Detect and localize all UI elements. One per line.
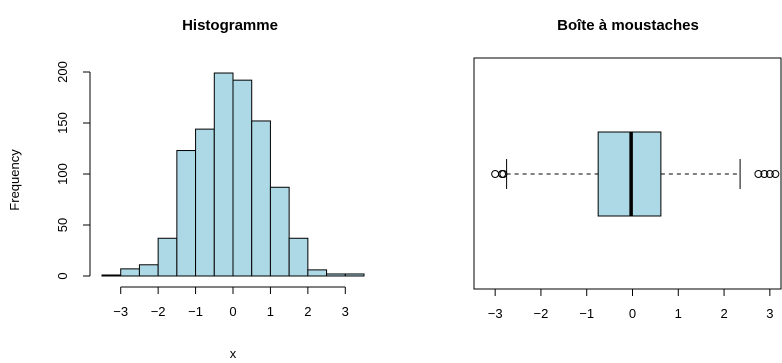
histogram-bar-6	[213, 72, 234, 277]
boxplot-x-axis: −3 −2 −1 0 1 2 3	[488, 288, 773, 321]
boxplot-outlier-0	[491, 170, 500, 178]
histogram-bar-11	[307, 269, 328, 277]
histogram-x-tick-label: 0	[229, 304, 236, 319]
histogram-bar-9	[269, 186, 290, 277]
histogram-bar-13	[344, 273, 365, 277]
histogram-y-label: Frequency	[7, 149, 22, 211]
boxplot-x-tick-label: −1	[579, 306, 594, 321]
histogram-y-tick-label: 50	[55, 218, 70, 232]
histogram-bar-7	[232, 79, 253, 277]
boxplot-x-tick-label: −3	[488, 306, 503, 321]
histogram-bar-0	[101, 274, 122, 277]
histogram-x-tick-label: −2	[151, 304, 166, 319]
boxplot-x-tick-label: 0	[629, 306, 636, 321]
histogram-panel: Histogramme −3 −2 −1 0 1 2 3 0 50 100 150 200 x Fr…	[7, 17, 365, 361]
boxplot-x-tick-label: 3	[766, 306, 773, 321]
histogram-bar-12	[326, 273, 346, 277]
histogram-y-tick-label: 200	[55, 61, 70, 83]
histogram-y-tick-label: 0	[55, 272, 70, 279]
histogram-x-tick-label: 3	[342, 304, 349, 319]
boxplot-outlier-2	[499, 170, 508, 178]
histogram-y-axis: 0 50 100 150 200	[55, 61, 91, 280]
boxplot-x-tick-label: 1	[675, 306, 682, 321]
histogram-y-tick-label: 150	[55, 112, 70, 134]
boxplot-outlier-5	[765, 170, 774, 178]
histogram-bar-2	[138, 264, 159, 277]
boxplot-outlier-4	[760, 170, 769, 178]
histogram-bar-1	[120, 268, 140, 277]
histogram-title: Histogramme	[182, 17, 278, 34]
histogram-x-tick-label: −3	[113, 304, 128, 319]
histogram-bar-8	[251, 120, 271, 277]
histogram-bar-10	[288, 237, 309, 277]
histogram-bars	[101, 72, 365, 277]
histogram-x-tick-label: 2	[304, 304, 311, 319]
histogram-x-label: x	[230, 346, 237, 361]
histogram-y-tick-label: 100	[55, 163, 70, 185]
boxplot-x-tick-label: −2	[534, 306, 549, 321]
boxplot-x-tick-label: 2	[720, 306, 727, 321]
histogram-bar-4	[176, 150, 197, 277]
boxplot-elements	[491, 131, 780, 217]
histogram-bar-3	[157, 237, 178, 277]
histogram-x-tick-label: −1	[188, 304, 203, 319]
histogram-bar-5	[195, 128, 215, 277]
histogram-x-tick-label: 1	[267, 304, 274, 319]
histogram-x-axis: −3 −2 −1 0 1 2 3	[113, 286, 349, 319]
boxplot-panel: Boîte à moustaches −3 −2 −1 0 1 2 3	[473, 17, 782, 321]
boxplot-title: Boîte à moustaches	[557, 17, 699, 34]
boxplot-outlier-3	[754, 170, 763, 178]
boxplot-outlier-6	[771, 170, 780, 178]
